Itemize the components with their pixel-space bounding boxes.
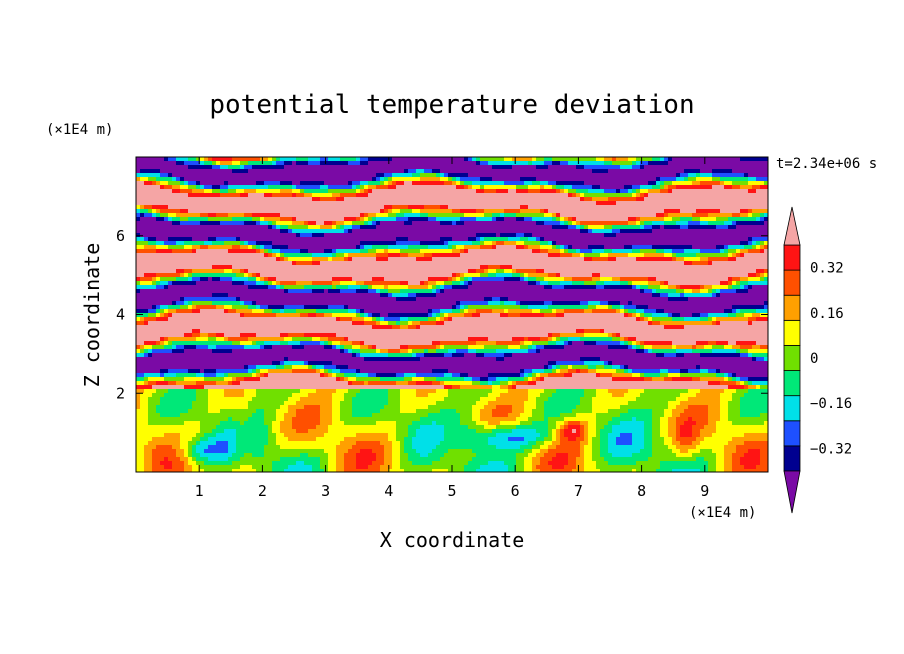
x-tick-label: 7	[574, 482, 583, 500]
colorbar: 0.32 0.16 0 −0.16 −0.32	[783, 206, 852, 514]
colorbar-tick-label: 0.16	[810, 306, 844, 322]
x-tick-label: 8	[637, 482, 646, 500]
y-tick-label: 4	[116, 306, 125, 324]
plot-field	[136, 157, 768, 472]
y-tick-label: 2	[116, 384, 125, 402]
y-unit-label: (×1E4 m)	[46, 122, 113, 138]
y-axis-label: Z coordinate	[80, 243, 104, 388]
colorbar-under-triangle	[783, 470, 801, 514]
colorbar-swatch	[783, 319, 801, 346]
x-unit-label: (×1E4 m)	[689, 505, 756, 521]
time-label: t=2.34e+06 s	[776, 156, 877, 172]
colorbar-swatch	[783, 345, 801, 371]
x-tick-label: 4	[384, 482, 393, 500]
colorbar-swatch	[783, 269, 801, 296]
x-tick-label: 6	[511, 482, 520, 500]
colorbar-tick-label: 0.32	[810, 261, 844, 277]
x-tick-label: 2	[258, 482, 267, 500]
x-axis-label: X coordinate	[380, 528, 525, 552]
colorbar-swatch	[783, 294, 801, 321]
chart-title: potential temperature deviation	[209, 90, 694, 120]
colorbar-over-triangle	[783, 206, 801, 246]
y-axis-ticks: 2 4 6	[116, 227, 768, 402]
x-tick-label: 5	[447, 482, 456, 500]
x-axis-ticks: 1 2 3 4 5 6 7 8 9	[195, 157, 709, 500]
y-tick-label: 6	[116, 227, 125, 245]
x-tick-label: 1	[195, 482, 204, 500]
colorbar-swatch	[783, 370, 801, 397]
colorbar-tick-label: −0.16	[810, 396, 852, 412]
colorbar-tick-label: 0	[810, 351, 818, 367]
colorbar-swatch	[783, 420, 801, 447]
colorbar-swatch	[783, 244, 801, 271]
x-tick-label: 9	[700, 482, 709, 500]
colorbar-swatch	[783, 445, 801, 472]
colorbar-tick-label: −0.32	[810, 441, 852, 457]
colorbar-swatch	[783, 395, 801, 422]
x-tick-label: 3	[321, 482, 330, 500]
